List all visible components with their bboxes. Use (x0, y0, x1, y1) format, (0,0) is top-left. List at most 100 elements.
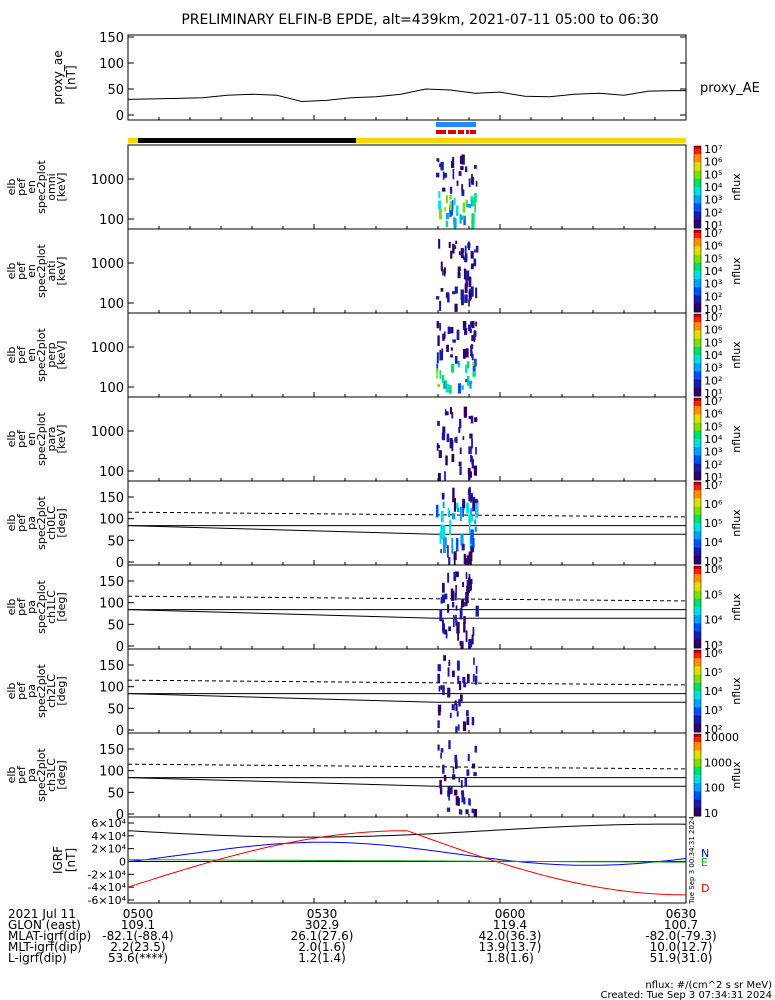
chart-title: PRELIMINARY ELFIN-B EPDE, alt=439km, 202… (181, 12, 658, 28)
colorbar-swatch (694, 685, 701, 689)
colorbar-swatch (694, 173, 701, 177)
spectrogram-cell (470, 321, 473, 327)
xinfo-row-label: GLON (east) (8, 918, 81, 932)
colorbar-swatch (694, 590, 701, 594)
spectrogram-cell (457, 724, 460, 731)
colorbar-swatch (694, 710, 701, 714)
panel-ylabel-line: elb (5, 179, 18, 196)
panel-ylabel-line: pef (15, 681, 28, 700)
colorbar-swatch (694, 484, 701, 488)
spectrogram-cell (442, 525, 446, 541)
colorbar-swatch (694, 744, 701, 749)
created-note: Created: Tue Sep 3 07:34:31 2024 (601, 990, 773, 1000)
spectrogram-cell (469, 585, 472, 592)
xinfo-value: 13.9(13.7) (479, 940, 542, 954)
colorbar-swatch (694, 249, 701, 253)
spectrogram-cell (453, 615, 455, 628)
spectrogram-cell (438, 200, 442, 210)
spectrogram-cell (451, 454, 455, 463)
colorbar-tick-label: 10⁶ (704, 408, 723, 421)
spectrogram-cell (462, 436, 465, 440)
xinfo-value: 100.7 (664, 918, 698, 932)
ae-legend: proxy_AE (700, 81, 760, 96)
spectrogram-cell (438, 708, 441, 716)
spectrogram-cell (451, 157, 455, 163)
spectrogram-cell (442, 333, 445, 341)
colorbar-swatch (694, 655, 701, 659)
spectrogram-cell (443, 267, 446, 274)
colorbar-swatch (694, 509, 701, 513)
spectrogram-cell (466, 502, 469, 514)
spectrogram-cell (475, 605, 479, 617)
spectrogram-cell (451, 200, 454, 211)
spectrogram-cell (470, 199, 473, 207)
colorbar-swatch (694, 322, 701, 326)
spectrogram-cell (444, 593, 448, 600)
spectrogram-cell (474, 249, 476, 253)
spectrogram-cell (461, 543, 465, 551)
colorbar-swatch (694, 176, 701, 180)
panel-ylabel-line: [deg] (55, 760, 68, 789)
colorbar-swatch (694, 766, 701, 771)
collection-segment (436, 130, 446, 134)
colorbar-frame (693, 229, 702, 313)
spectrogram-cell (459, 214, 462, 224)
spectrogram-cell (444, 207, 447, 212)
spectrogram-cell (472, 361, 475, 366)
spectrogram-cell (449, 438, 453, 449)
spectrogram-cell (471, 545, 475, 553)
colorbar-tick-label: 10³ (704, 639, 722, 652)
colorbar-tick-label: 10⁶ (704, 156, 723, 169)
spectrogram-cell (474, 330, 476, 340)
colorbar-swatch (694, 607, 701, 611)
colorbar-swatch (694, 254, 701, 258)
colorbar-swatch (694, 615, 701, 619)
colorbar-swatch (694, 525, 701, 529)
spectrogram-cell (437, 335, 440, 347)
panel-ylabel-line: ch0LC (45, 506, 58, 540)
colorbar-swatch (694, 452, 701, 456)
xinfo-value: 1.2(1.4) (298, 951, 346, 965)
spectrogram-cell (467, 673, 470, 684)
spectrogram-cell (460, 247, 464, 259)
panel-ylabel-line: pef (15, 513, 28, 532)
spectrogram-cell (444, 172, 448, 178)
colorbar-swatch (694, 368, 701, 372)
colorbar-swatch (694, 495, 701, 499)
spectrogram-cell (441, 374, 445, 383)
colorbar-swatch (694, 414, 701, 418)
xinfo-value: -82.1(-88.4) (102, 929, 173, 943)
spectrogram-cell (449, 207, 452, 218)
colorbar-swatch (694, 419, 701, 424)
colorbar-swatch (694, 721, 701, 725)
spectrogram-cell (437, 664, 441, 672)
spectrogram-cell (468, 324, 472, 332)
colorbar-swatch (694, 349, 701, 353)
colorbar-swatch (694, 436, 701, 440)
spectrogram-cell (460, 780, 463, 788)
spectrogram-cell (466, 585, 469, 596)
spectrogram-cell (470, 508, 472, 516)
spectrogram-cell (439, 300, 442, 311)
spectrogram-cell (451, 704, 455, 711)
ae-ytick-label: 150 (99, 31, 124, 46)
colorbar-swatch (694, 568, 701, 572)
colorbar-tick-label: 10⁷ (704, 395, 722, 408)
spectrogram-cell (468, 415, 472, 420)
ephemeris-bar (128, 138, 686, 143)
spectrogram-cell (456, 711, 459, 717)
colorbar-swatch (694, 623, 701, 627)
colorbar-swatch (694, 363, 701, 367)
spectrogram-cell (447, 326, 451, 335)
spectrogram-cell (474, 417, 478, 422)
spectrogram-cell (466, 270, 470, 281)
colorbar-swatch (694, 428, 701, 432)
colorbar-swatch (694, 430, 701, 435)
spectrogram-cell (464, 327, 468, 335)
spectrogram-cell (452, 339, 456, 343)
panel-frame (127, 228, 687, 314)
spectrogram-cell (473, 258, 477, 267)
colorbar-swatch (694, 550, 701, 554)
panel-ylabel: elbpefpaspec2plotch0LC[deg] (5, 496, 68, 550)
